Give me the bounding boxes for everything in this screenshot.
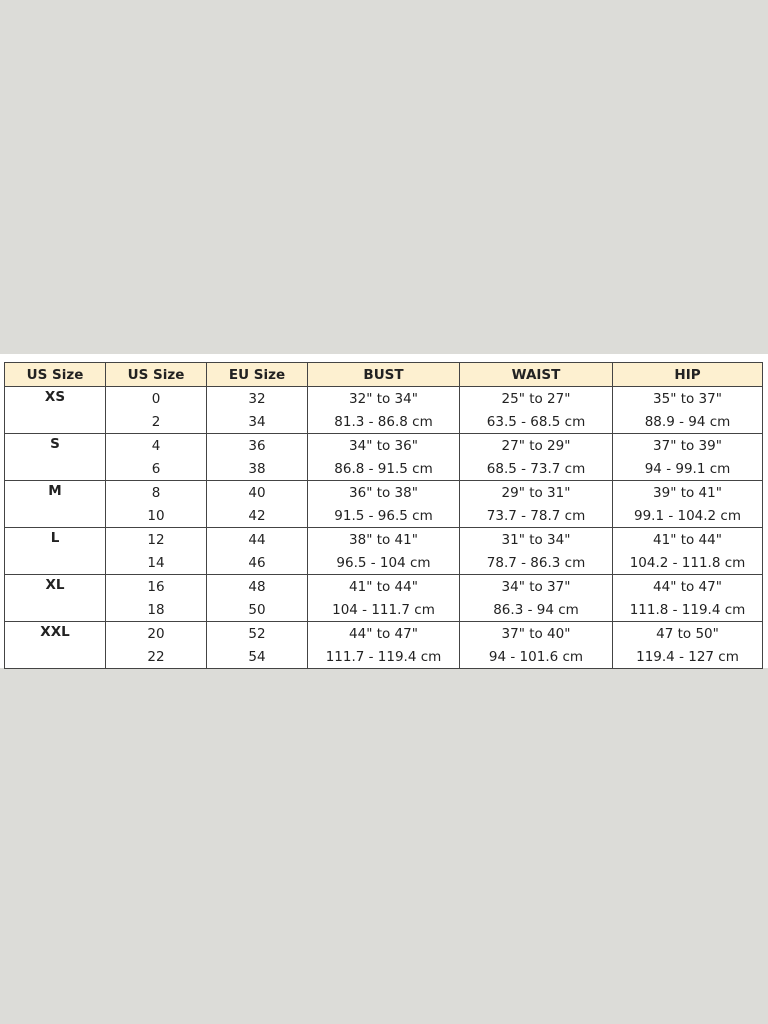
cell-waist: 29" to 31" <box>459 480 613 504</box>
header-hip: HIP <box>612 362 763 387</box>
header-waist: WAIST <box>459 362 613 387</box>
cell-bust: 41" to 44" <box>307 574 460 598</box>
table-row: XL 16 48 41" to 44" 34" to 37" 44" to 47" <box>4 574 763 622</box>
cell-waist: 78.7 - 86.3 cm <box>459 551 613 575</box>
cell-hip: 104.2 - 111.8 cm <box>612 551 763 575</box>
table-row: 22 54 111.7 - 119.4 cm 94 - 101.6 cm 119.4 -… <box>5 645 763 669</box>
cell-bust: 111.7 - 119.4 cm <box>307 645 460 669</box>
table-row: S 4 36 34" to 36" 27" to 29" 37" to 39" <box>4 433 763 481</box>
table-row: XS 0 32 32" to 34" 25" to 27" 35" to 37" <box>4 386 763 434</box>
cell-bust: 81.3 - 86.8 cm <box>307 410 460 434</box>
cell-hip: 94 - 99.1 cm <box>612 457 763 481</box>
cell-bust: 38" to 41" <box>307 527 460 551</box>
table-row: XXL 20 52 44" to 47" 37" to 40" 47 to 50" <box>4 621 763 669</box>
cell-hip: 41" to 44" <box>612 527 763 551</box>
cell-hip: 111.8 - 119.4 cm <box>612 598 763 622</box>
cell-waist: 63.5 - 68.5 cm <box>459 410 613 434</box>
header-us-size-number: US Size <box>105 362 207 387</box>
cell-hip: 47 to 50" <box>612 621 763 645</box>
cell-us-size-number: 10 <box>105 504 207 528</box>
cell-waist: 86.3 - 94 cm <box>459 598 613 622</box>
table-row: 6 38 86.8 - 91.5 cm 68.5 - 73.7 cm 94 - 99.1… <box>5 457 763 481</box>
size-label: XS <box>4 386 106 434</box>
cell-bust: 86.8 - 91.5 cm <box>307 457 460 481</box>
cell-eu-size: 36 <box>206 433 308 457</box>
table-row: M 8 40 36" to 38" 29" to 31" 39" to 41" <box>4 480 763 528</box>
cell-bust: 96.5 - 104 cm <box>307 551 460 575</box>
cell-hip: 99.1 - 104.2 cm <box>612 504 763 528</box>
cell-waist: 68.5 - 73.7 cm <box>459 457 613 481</box>
cell-waist: 34" to 37" <box>459 574 613 598</box>
size-label: S <box>4 433 106 481</box>
header-us-size-letter: US Size <box>4 362 106 387</box>
cell-bust: 91.5 - 96.5 cm <box>307 504 460 528</box>
cell-eu-size: 44 <box>206 527 308 551</box>
table-row: 14 46 96.5 - 104 cm 78.7 - 86.3 cm 104.2 - 1… <box>5 551 763 575</box>
cell-hip: 37" to 39" <box>612 433 763 457</box>
cell-eu-size: 42 <box>206 504 308 528</box>
cell-eu-size: 32 <box>206 386 308 410</box>
table-row: L 12 44 38" to 41" 31" to 34" 41" to 44" <box>4 527 763 575</box>
cell-us-size-number: 14 <box>105 551 207 575</box>
cell-waist: 37" to 40" <box>459 621 613 645</box>
cell-us-size-number: 4 <box>105 433 207 457</box>
cell-us-size-number: 8 <box>105 480 207 504</box>
cell-us-size-number: 2 <box>105 410 207 434</box>
cell-bust: 36" to 38" <box>307 480 460 504</box>
cell-eu-size: 40 <box>206 480 308 504</box>
cell-hip: 88.9 - 94 cm <box>612 410 763 434</box>
table-row: 2 34 81.3 - 86.8 cm 63.5 - 68.5 cm 88.9 - 94… <box>5 410 763 434</box>
header-bust: BUST <box>307 362 460 387</box>
table-row: 10 42 91.5 - 96.5 cm 73.7 - 78.7 cm 99.1 - 1… <box>5 504 763 528</box>
cell-waist: 73.7 - 78.7 cm <box>459 504 613 528</box>
cell-waist: 94 - 101.6 cm <box>459 645 613 669</box>
cell-waist: 25" to 27" <box>459 386 613 410</box>
cell-us-size-number: 20 <box>105 621 207 645</box>
size-label: XXL <box>4 621 106 669</box>
cell-waist: 27" to 29" <box>459 433 613 457</box>
table-row: 18 50 104 - 111.7 cm 86.3 - 94 cm 111.8 - 11… <box>5 598 763 622</box>
cell-eu-size: 54 <box>206 645 308 669</box>
cell-bust: 32" to 34" <box>307 386 460 410</box>
size-chart-table: US Size US Size EU Size BUST WAIST HIP XS 0 32 3… <box>4 362 763 669</box>
cell-bust: 44" to 47" <box>307 621 460 645</box>
cell-us-size-number: 0 <box>105 386 207 410</box>
cell-hip: 119.4 - 127 cm <box>612 645 763 669</box>
cell-eu-size: 48 <box>206 574 308 598</box>
size-label: XL <box>4 574 106 622</box>
cell-hip: 35" to 37" <box>612 386 763 410</box>
cell-hip: 39" to 41" <box>612 480 763 504</box>
cell-eu-size: 50 <box>206 598 308 622</box>
cell-eu-size: 52 <box>206 621 308 645</box>
cell-us-size-number: 16 <box>105 574 207 598</box>
cell-us-size-number: 6 <box>105 457 207 481</box>
cell-bust: 104 - 111.7 cm <box>307 598 460 622</box>
size-label: M <box>4 480 106 528</box>
cell-bust: 34" to 36" <box>307 433 460 457</box>
cell-eu-size: 46 <box>206 551 308 575</box>
cell-eu-size: 34 <box>206 410 308 434</box>
cell-us-size-number: 12 <box>105 527 207 551</box>
cell-hip: 44" to 47" <box>612 574 763 598</box>
cell-eu-size: 38 <box>206 457 308 481</box>
header-eu-size: EU Size <box>206 362 308 387</box>
cell-waist: 31" to 34" <box>459 527 613 551</box>
cell-us-size-number: 22 <box>105 645 207 669</box>
cell-us-size-number: 18 <box>105 598 207 622</box>
header-row: US Size US Size EU Size BUST WAIST HIP <box>4 362 763 387</box>
size-label: L <box>4 527 106 575</box>
